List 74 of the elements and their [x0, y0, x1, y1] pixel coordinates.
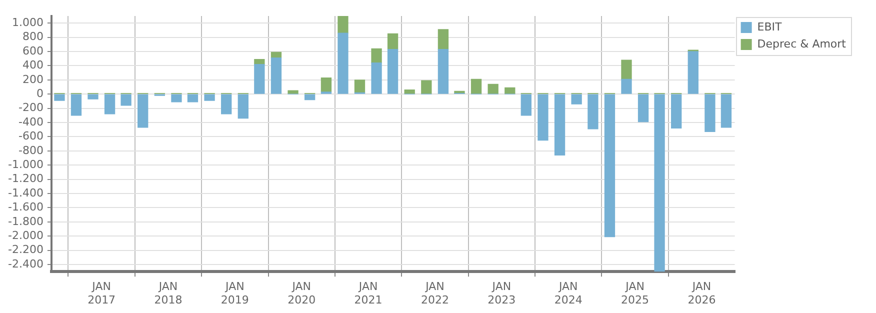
bar	[421, 80, 432, 94]
y-tick-label: -2.200	[8, 243, 44, 256]
x-tick-label: JAN 2018	[154, 280, 182, 306]
y-tick-label: -2.400	[8, 257, 44, 270]
legend-label: EBIT	[757, 20, 782, 34]
bar	[638, 94, 649, 122]
bar	[438, 29, 449, 50]
bar	[320, 77, 332, 92]
bar	[171, 94, 182, 102]
y-tick-label: 800	[22, 30, 44, 44]
bar	[270, 58, 282, 94]
bar	[621, 60, 632, 80]
bar	[120, 94, 132, 106]
bar	[371, 62, 382, 94]
bar	[520, 94, 532, 116]
y-tick-label: -200	[18, 101, 44, 114]
bar	[338, 32, 348, 94]
x-tick-label: JAN 2017	[88, 280, 116, 306]
x-tick-label: JAN 2025	[621, 280, 650, 306]
bar	[720, 94, 732, 128]
y-tick-label: -600	[18, 130, 44, 143]
y-tick-label: -2.000	[8, 228, 44, 242]
bar	[654, 94, 665, 272]
bar	[387, 33, 398, 50]
y-tick-label: -1.200	[8, 172, 44, 186]
bar	[571, 94, 582, 104]
bar	[371, 48, 382, 64]
bar	[538, 94, 548, 141]
bar	[138, 94, 148, 128]
y-tick-label: -1.400	[8, 186, 44, 200]
bar	[554, 94, 566, 156]
bar	[688, 51, 698, 94]
y-tick-label: 0	[36, 86, 44, 100]
bar	[288, 90, 298, 94]
x-tick-label: JAN 2024	[554, 280, 582, 306]
bar	[671, 94, 682, 129]
y-tick-label: 600	[22, 44, 44, 58]
y-tick-label: -1.600	[8, 200, 44, 214]
x-tick-label: JAN 2022	[420, 280, 449, 306]
y-tick-label: -800	[18, 144, 44, 157]
y-tick-label: 400	[22, 58, 44, 72]
bar	[54, 94, 65, 101]
bar	[204, 94, 215, 101]
x-tick-label: JAN 2019	[220, 280, 249, 306]
bar	[404, 90, 415, 94]
bar	[70, 94, 82, 116]
y-tick-label: -1.800	[8, 214, 44, 228]
bar	[621, 78, 632, 94]
bar	[488, 84, 498, 94]
y-tick-label: -400	[18, 115, 44, 128]
y-tick-label: -1.000	[8, 158, 44, 171]
y-tick-label: 200	[22, 72, 44, 86]
bar	[238, 94, 248, 119]
y-tick-label: 1.000	[12, 16, 44, 29]
bar	[354, 80, 366, 94]
bar	[254, 64, 265, 94]
bar	[588, 94, 598, 130]
bar	[387, 49, 398, 94]
legend-label: Deprec & Amort	[757, 37, 847, 50]
x-tick-label: JAN 2021	[354, 280, 382, 306]
bar	[338, 16, 348, 34]
x-tick-label: JAN 2023	[488, 280, 516, 306]
bar	[504, 87, 516, 94]
bar	[104, 94, 116, 114]
bar	[221, 94, 232, 114]
bar	[304, 94, 316, 100]
x-tick-label: JAN 2020	[288, 280, 316, 306]
bar	[187, 94, 198, 102]
x-tick-label: JAN 2026	[688, 280, 716, 306]
bar	[604, 94, 616, 238]
bar	[88, 94, 98, 100]
bar	[470, 78, 482, 94]
bar	[438, 49, 449, 94]
bar	[704, 94, 716, 132]
